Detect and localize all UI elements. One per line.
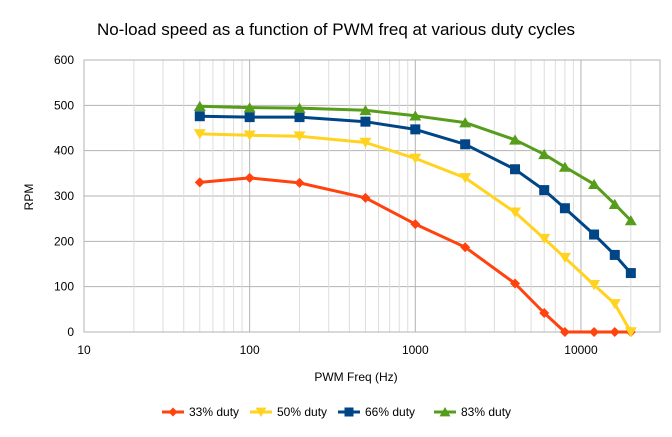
data-point [459, 173, 472, 184]
data-point [460, 139, 471, 150]
legend-item: 33% duty [162, 405, 239, 419]
y-tick-label: 400 [54, 144, 74, 158]
y-tick-label: 500 [54, 98, 74, 112]
data-point [244, 112, 255, 123]
data-point [359, 137, 372, 148]
legend-label: 66% duty [365, 405, 415, 419]
data-point [409, 110, 422, 121]
data-point [609, 249, 620, 260]
legend-marker [255, 407, 267, 417]
x-axis-label: PWM Freq (Hz) [314, 370, 397, 384]
data-point [589, 229, 600, 240]
data-point [194, 111, 205, 122]
data-point [359, 104, 372, 116]
series-layer [193, 100, 637, 338]
data-point [194, 177, 205, 188]
y-tick-label: 100 [54, 280, 74, 294]
data-point [244, 172, 255, 183]
plot-frame [83, 59, 661, 333]
data-point [293, 131, 306, 142]
series-0 [194, 172, 636, 337]
y-tick-label: 200 [54, 234, 74, 248]
data-point [409, 153, 422, 164]
data-point [193, 129, 206, 140]
x-tick-label: 1000 [402, 343, 429, 357]
series-line [199, 132, 633, 333]
legend-marker [439, 407, 451, 417]
legend-marker [168, 407, 178, 417]
data-point [509, 207, 522, 218]
data-point [538, 233, 551, 245]
x-tick-label: 100 [240, 343, 260, 357]
data-point [609, 327, 620, 337]
data-point [293, 102, 306, 113]
data-point [193, 100, 206, 112]
series-3 [193, 100, 637, 226]
data-point [360, 192, 371, 203]
legend-item: 66% duty [338, 405, 415, 419]
data-point [558, 252, 571, 264]
x-tick-label: 10000 [564, 343, 598, 357]
series-2 [194, 111, 636, 279]
data-point [243, 102, 256, 113]
data-point [294, 177, 305, 188]
legend-item: 83% duty [434, 405, 511, 419]
data-point [558, 161, 571, 172]
data-point [360, 116, 371, 127]
data-point [510, 278, 521, 289]
chart-title: No-load speed as a function of PWM freq … [97, 20, 575, 39]
legend-label: 83% duty [461, 405, 511, 419]
y-axis-label: RPM [22, 184, 36, 211]
data-point [410, 219, 421, 230]
legend: 33% duty 50% duty 66% duty 83% duty [162, 405, 511, 419]
y-tick-label: 600 [54, 53, 74, 67]
grid [83, 59, 661, 333]
data-point [410, 124, 421, 135]
data-point [624, 327, 637, 338]
y-tick-label: 300 [54, 189, 74, 203]
data-point [608, 198, 621, 209]
data-point [589, 327, 600, 337]
y-tick-label: 0 [67, 325, 74, 339]
data-point [588, 178, 601, 190]
data-point [559, 203, 570, 214]
data-point [559, 327, 570, 337]
legend-label: 33% duty [189, 405, 239, 419]
data-point [608, 299, 621, 310]
x-tick-label: 10 [77, 343, 91, 357]
data-point [625, 268, 636, 279]
data-point [538, 148, 551, 160]
series-1 [193, 129, 637, 338]
data-point [588, 280, 601, 291]
axes: 0 100 200 300 400 500 600 10 100 1000 10000 [54, 53, 598, 357]
legend-item: 50% duty [250, 405, 327, 419]
data-point [624, 215, 637, 226]
data-point [510, 164, 521, 175]
legend-label: 50% duty [277, 405, 327, 419]
data-point [539, 185, 550, 196]
data-point [509, 134, 522, 145]
data-point [460, 242, 471, 253]
data-point [243, 130, 256, 141]
data-point [294, 112, 305, 123]
data-point [539, 307, 550, 318]
legend-marker [344, 407, 354, 417]
data-point [459, 117, 472, 128]
